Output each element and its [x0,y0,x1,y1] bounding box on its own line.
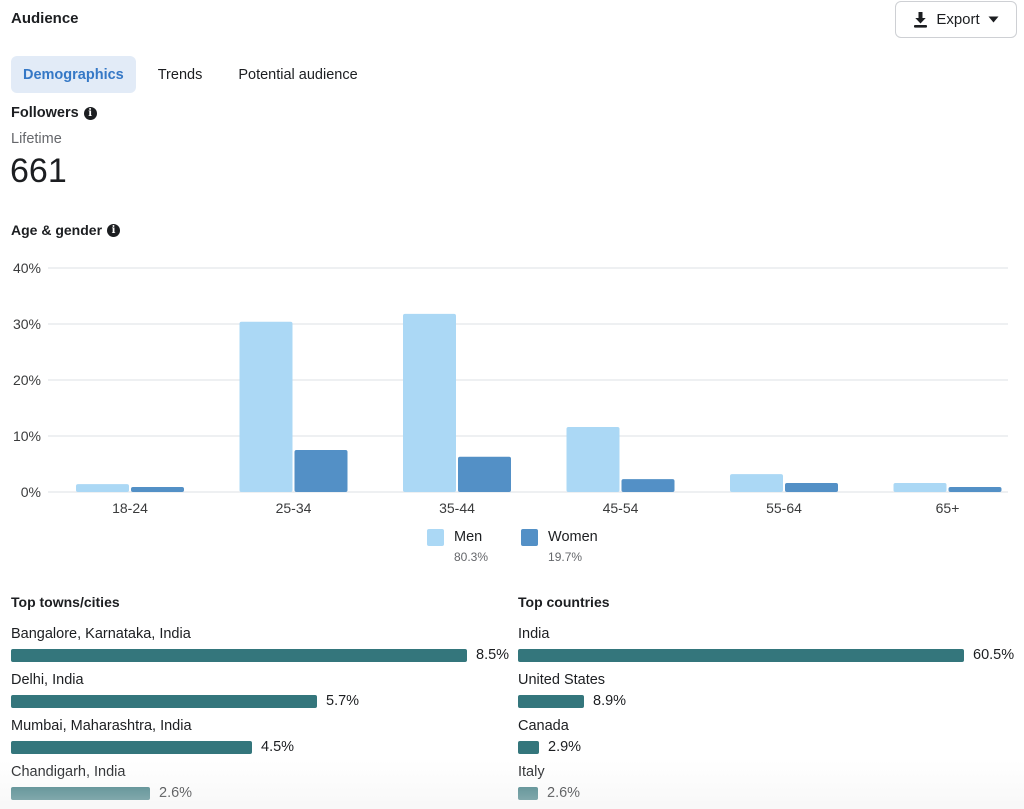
list-item-bar [11,648,467,662]
list-item-bar-row: 8.9% [518,693,1023,709]
top-countries-title: Top countries [518,594,610,610]
y-tick-label: 10% [13,428,41,444]
y-tick-label: 30% [13,316,41,332]
list-item-percent: 60.5% [973,647,1015,663]
list-item-bar-row: 2.6% [518,785,1023,801]
bar-women-25-34[interactable] [294,450,348,492]
list-item: Delhi, India 5.7% [11,672,516,709]
list-item-bar-row: 2.9% [518,739,1023,755]
followers-label: Followers [11,105,79,121]
list-item-bar [518,648,964,662]
list-item-name: India [518,626,550,642]
followers-heading: Followers i [11,105,97,121]
list-item-bar-row: 8.5% [11,647,516,663]
gridlines [48,267,1008,493]
page-title: Audience [11,10,79,27]
bar-women-45-54[interactable] [621,479,675,492]
list-item-bar [11,786,150,800]
info-icon[interactable]: i [83,106,97,120]
list-item-percent: 8.9% [593,693,627,709]
bars [76,313,1002,492]
age-gender-heading: Age & gender i [11,222,121,238]
x-tick-label: 45-54 [603,500,639,516]
list-item-bar [518,786,538,800]
list-item: Chandigarh, India 2.6% [11,764,516,801]
legend-label: Women [548,529,598,545]
x-tick-label: 18-24 [112,500,148,516]
list-item: Italy 2.6% [518,764,1023,801]
y-tick-label: 20% [13,372,41,388]
age-gender-label: Age & gender [11,222,103,238]
bar-women-55-64[interactable] [785,483,838,492]
list-item-percent: 2.6% [159,785,193,801]
chart-legend: Men 80.3% Women 19.7% [427,529,598,564]
list-item: Mumbai, Maharashtra, India 4.5% [11,718,516,755]
list-item-bar-row: 5.7% [11,693,516,709]
list-item-name: United States [518,672,606,688]
list-item-name: Chandigarh, India [11,764,126,780]
top-cities-title: Top towns/cities [11,594,120,610]
download-icon [913,11,928,28]
list-item-bar [518,740,539,754]
list-item-percent: 4.5% [261,739,295,755]
tab-potential-audience[interactable]: Potential audience [238,66,358,83]
legend-swatch-women [521,529,539,546]
caret-down-icon [988,16,999,23]
x-tick-label: 35-44 [439,500,475,516]
list-item-name: Canada [518,718,569,734]
bar-men-35-44[interactable] [403,313,456,492]
legend-swatch-men [427,529,444,546]
list-item: United States 8.9% [518,672,1023,709]
list-item-name: Italy [518,764,545,780]
bar-men-65+[interactable] [893,483,947,492]
list-item-bar-row: 2.6% [11,785,516,801]
y-axis-ticks: 0% 10% 20% 30% 40% [13,260,41,500]
legend-label: Men [454,529,483,545]
export-button[interactable]: Export [895,1,1017,38]
followers-period: Lifetime [11,131,62,147]
y-tick-label: 40% [13,260,41,276]
list-item-bar [518,694,584,708]
list-item-percent: 2.6% [547,785,581,801]
list-item: Bangalore, Karnataka, India 8.5% [11,626,516,663]
list-item: India 60.5% [518,626,1023,663]
list-item-bar [11,740,252,754]
top-countries-section: Top countries India 60.5% United States 8.9… [518,594,1023,801]
tab-demographics[interactable]: Demographics [11,56,136,93]
export-label: Export [936,11,980,28]
bar-men-25-34[interactable] [239,321,293,492]
list-item-percent: 2.9% [548,739,582,755]
legend-percent: 80.3% [454,550,489,564]
list-item-name: Delhi, India [11,672,84,688]
x-tick-label: 55-64 [766,500,802,516]
list-item-percent: 8.5% [476,647,510,663]
list-item-name: Bangalore, Karnataka, India [11,626,191,642]
x-axis-ticks: 18-24 25-34 35-44 45-54 55-64 65+ [112,500,959,516]
list-item-bar [11,694,317,708]
bar-men-55-64[interactable] [730,474,783,492]
list-item-name: Mumbai, Maharashtra, India [11,718,192,734]
y-tick-label: 0% [21,484,41,500]
legend-item-men[interactable]: Men 80.3% [427,529,488,564]
legend-percent: 19.7% [548,550,583,564]
bar-women-35-44[interactable] [458,456,511,492]
x-tick-label: 25-34 [276,500,312,516]
info-icon[interactable]: i [107,223,121,237]
tab-trends[interactable]: Trends [157,66,203,83]
bar-men-45-54[interactable] [566,427,620,492]
legend-item-women[interactable]: Women 19.7% [521,529,598,564]
tab-bar: Demographics Trends Potential audience [11,56,370,93]
list-item-percent: 5.7% [326,693,360,709]
followers-count: 661 [10,152,67,190]
list-item-bar-row: 4.5% [11,739,516,755]
bar-men-18-24[interactable] [76,484,129,492]
x-tick-label: 65+ [936,500,960,516]
list-item-bar-row: 60.5% [518,647,1023,663]
bar-women-18-24[interactable] [131,486,184,492]
list-item: Canada 2.9% [518,718,1023,755]
top-cities-section: Top towns/cities Bangalore, Karnataka, I… [11,594,516,801]
age-gender-chart: 0% 10% 20% 30% 40% 18-24 25-34 35-44 45-54 55-64… [13,260,1008,516]
bar-women-65+[interactable] [948,486,1002,492]
